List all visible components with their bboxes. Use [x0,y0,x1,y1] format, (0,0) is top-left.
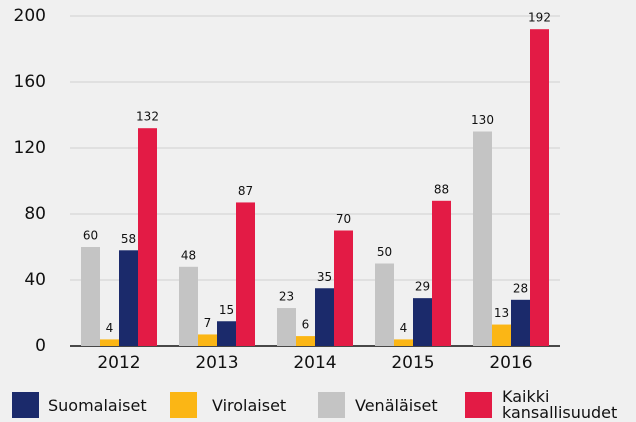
legend-label: Kaikki kansallisuudet [502,387,618,422]
bar [413,298,432,346]
y-tick-label: 200 [14,6,46,26]
bar [179,266,198,346]
legend-label: Venäläiset [355,396,438,415]
bar [217,321,236,346]
bar [236,202,255,346]
y-tick-label: 40 [24,270,46,290]
value-label: 58 [121,232,136,246]
legend-label: Virolaiset [212,396,287,415]
value-label: 4 [106,321,114,335]
bar [375,263,394,346]
y-tick-label: 80 [24,204,46,224]
value-label: 50 [377,245,392,259]
bar [198,334,217,346]
bar [511,299,530,346]
legend-swatch [12,392,39,418]
value-label: 132 [136,110,159,124]
bar [277,308,296,346]
bar [119,250,138,346]
value-label: 87 [238,184,253,198]
value-label: 70 [336,212,351,226]
value-label: 15 [219,303,234,317]
value-label: 28 [513,281,528,295]
value-label: 23 [279,290,294,304]
value-label: 4 [400,321,408,335]
y-tick-label: 160 [14,72,46,92]
bar [394,339,413,346]
bar [315,288,334,346]
bar [492,324,511,346]
value-label: 7 [204,316,212,330]
bar [473,131,492,346]
y-tick-label: 0 [35,336,46,356]
legend-swatch [465,392,492,418]
value-label: 35 [317,270,332,284]
bar [334,230,353,346]
value-label: 88 [434,182,449,196]
x-tick-label: 2015 [391,353,434,373]
value-label: 192 [528,11,551,25]
value-label: 130 [471,113,494,127]
value-label: 48 [181,248,196,262]
x-tick-label: 2012 [97,353,140,373]
bar [138,128,157,346]
x-tick-label: 2016 [489,353,532,373]
bar [100,339,119,346]
value-label: 13 [494,306,509,320]
value-label: 60 [83,229,98,243]
value-label: 29 [415,280,430,294]
x-tick-label: 2014 [293,353,336,373]
legend-swatch [170,392,197,418]
bar [296,336,315,346]
y-tick-label: 120 [14,138,46,158]
bar [530,29,549,346]
legend-swatch [318,392,345,418]
value-label: 6 [302,318,310,332]
x-tick-label: 2013 [195,353,238,373]
bar [81,247,100,346]
bar [432,200,451,346]
chart: 0 40 80 120 160 200 2012 60 4 58 132 2013 48 7 15 87 201… [14,6,560,373]
legend-label: Suomalaiset [48,396,147,415]
